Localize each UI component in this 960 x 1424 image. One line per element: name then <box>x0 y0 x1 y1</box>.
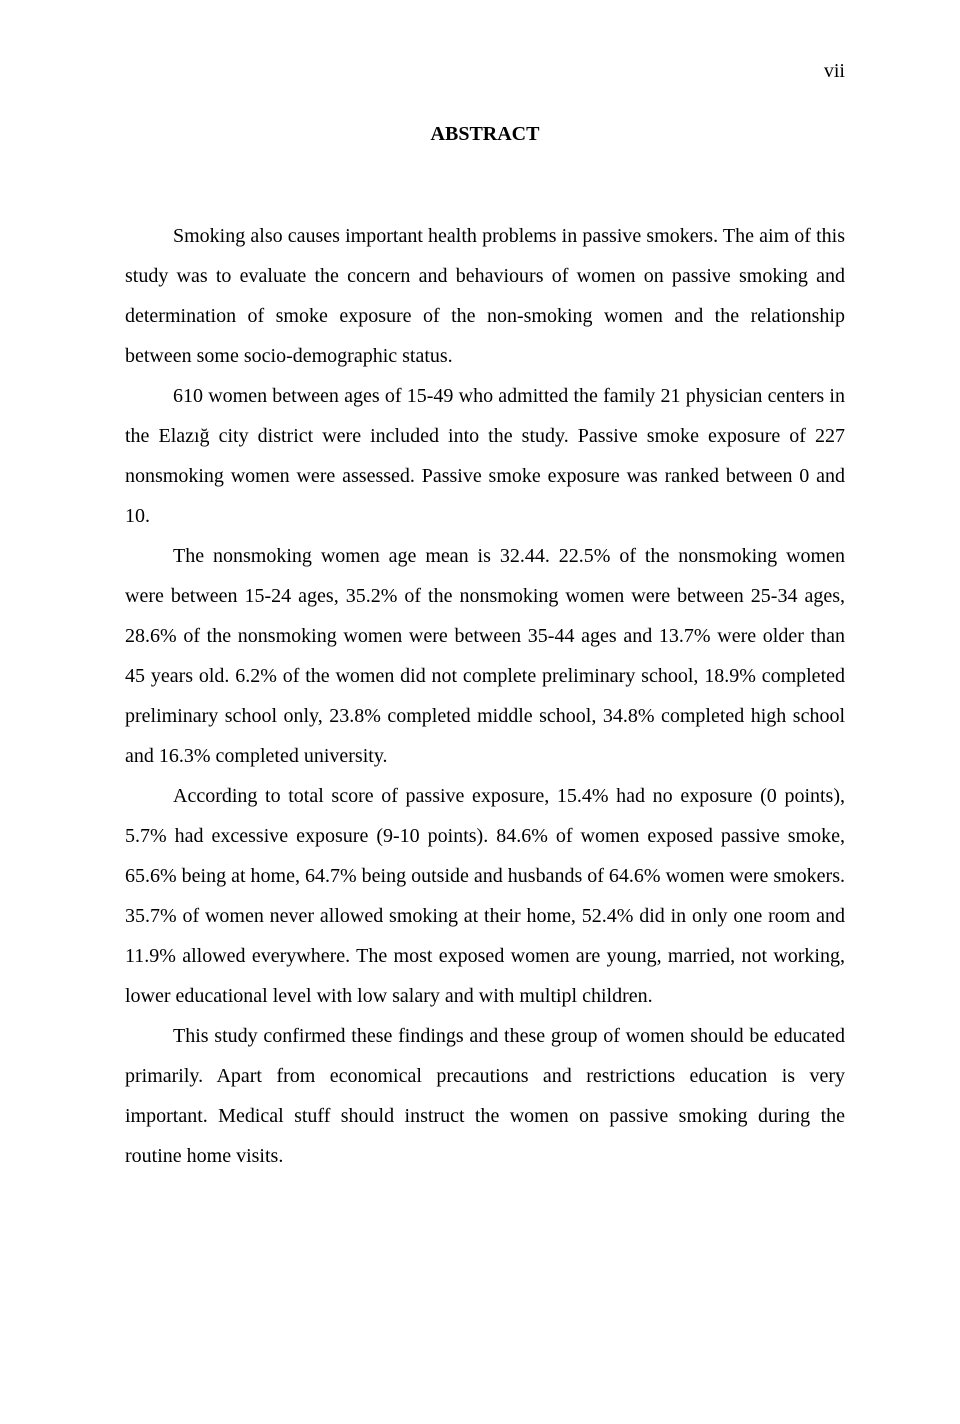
page-number: vii <box>125 60 845 83</box>
abstract-paragraph-4: According to total score of passive expo… <box>125 776 845 1016</box>
abstract-paragraph-1: Smoking also causes important health pro… <box>125 216 845 376</box>
abstract-paragraph-3: The nonsmoking women age mean is 32.44. … <box>125 536 845 776</box>
abstract-paragraph-5: This study confirmed these findings and … <box>125 1016 845 1176</box>
abstract-title: ABSTRACT <box>125 123 845 146</box>
abstract-paragraph-2: 610 women between ages of 15-49 who admi… <box>125 376 845 536</box>
